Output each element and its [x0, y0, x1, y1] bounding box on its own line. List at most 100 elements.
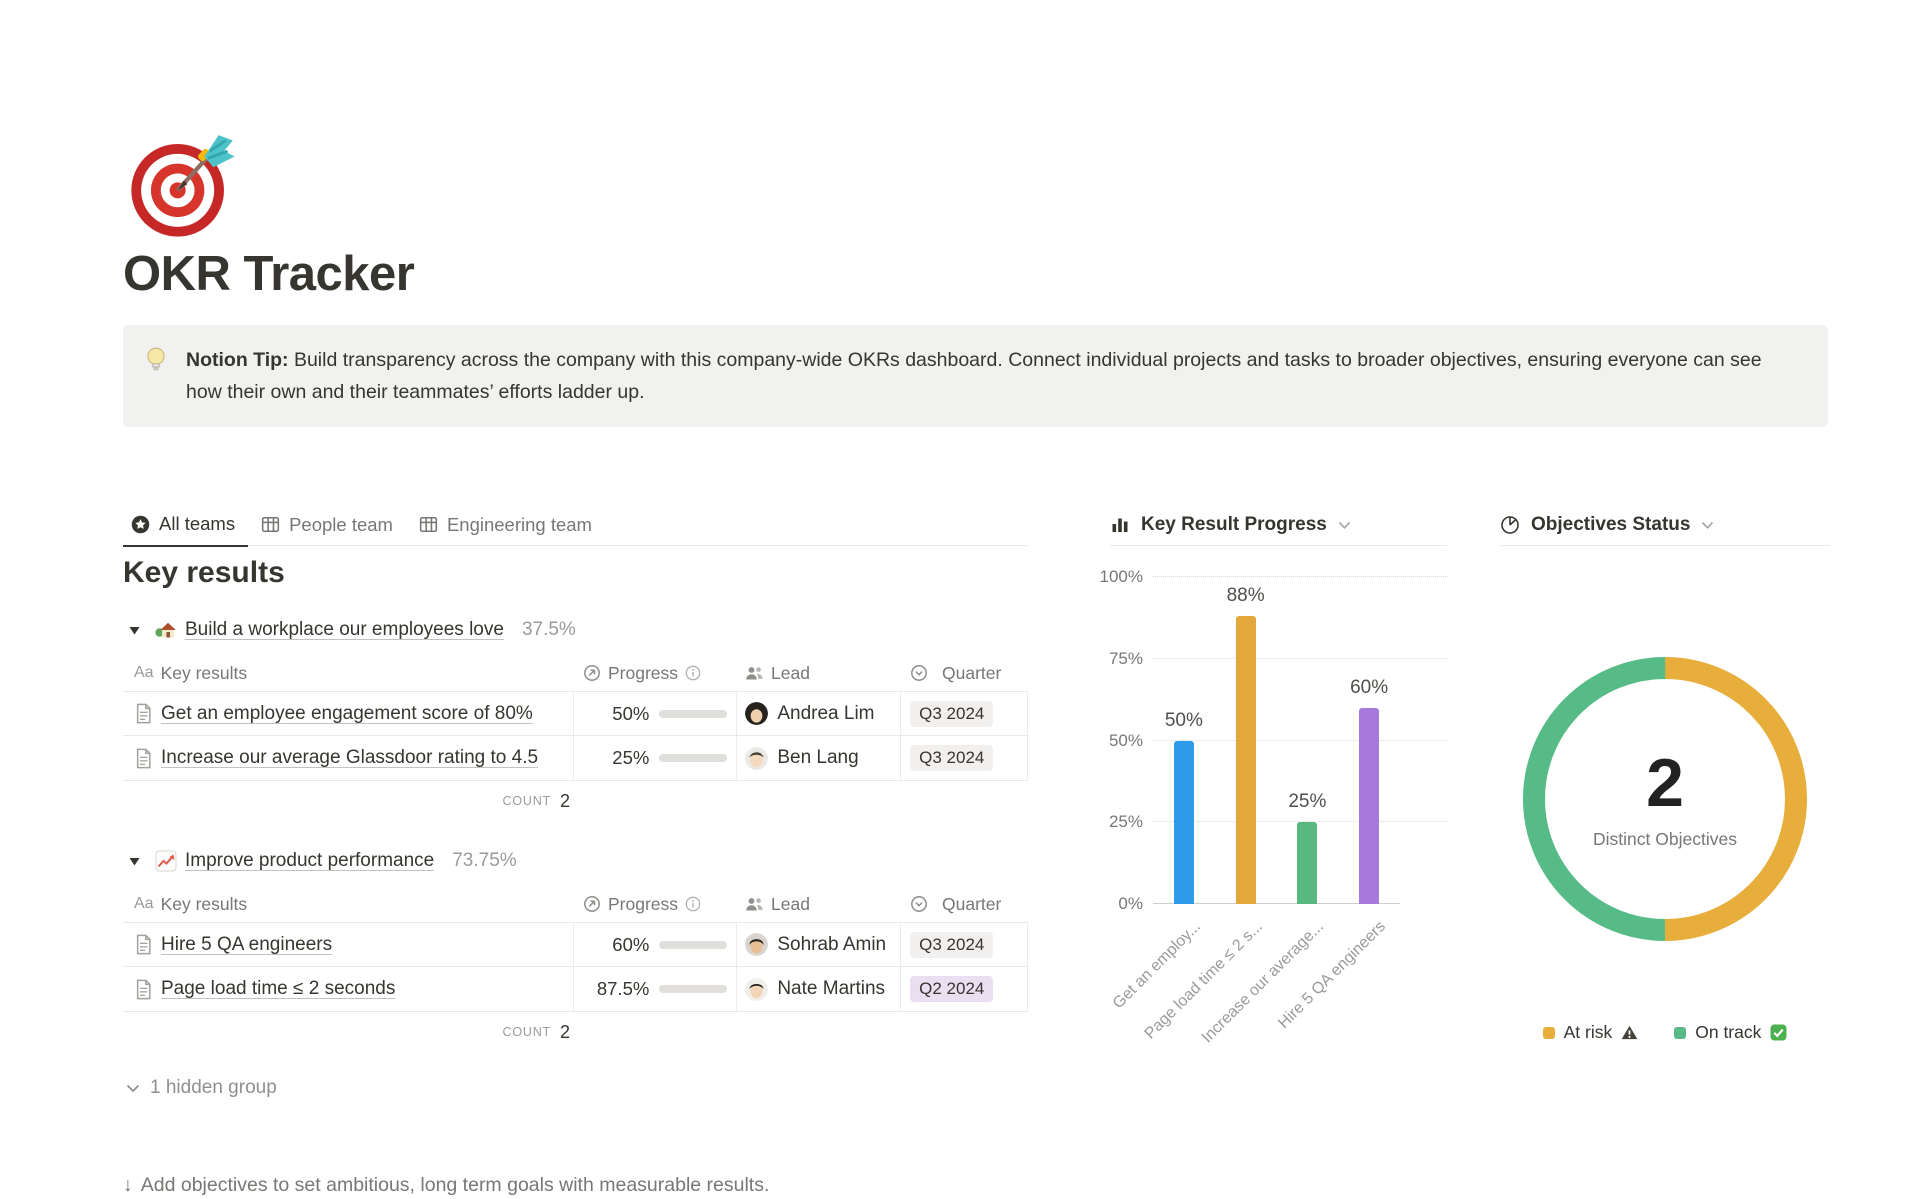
column-quarter[interactable]: Quarter	[942, 893, 1002, 914]
chart-increasing-emoji	[155, 850, 177, 872]
view-tabs: All teams People team Engineering team	[123, 504, 1028, 547]
progress-bar	[659, 709, 728, 718]
progress-bar	[659, 754, 728, 762]
document-icon	[136, 703, 151, 724]
progress-rollup-icon	[584, 665, 600, 681]
count-calculation[interactable]: Count 2	[502, 790, 570, 811]
gridline	[1153, 739, 1448, 741]
callout-bold: Notion Tip:	[186, 349, 289, 371]
document-icon	[136, 748, 151, 768]
quarter-badge: Q3 2024	[910, 931, 994, 958]
donut-chart	[1523, 657, 1807, 941]
quarter-badge: Q2 2024	[910, 976, 994, 1002]
add-objectives-hint: ↓ Add objectives to set ambitious, long …	[123, 1174, 770, 1196]
table-row: Page load time ≤ 2 seconds 87.5% Nate Ma…	[123, 967, 1028, 1012]
chevron-down-icon	[1702, 521, 1714, 529]
donut-slice-on-track[interactable]	[1523, 657, 1807, 941]
check-icon	[1770, 1024, 1787, 1041]
gridline	[1153, 821, 1448, 823]
toggle-triangle-icon[interactable]	[123, 619, 145, 641]
lead-people-icon	[746, 666, 763, 679]
bar-chart-icon	[1112, 518, 1128, 532]
tab-label: Engineering team	[446, 513, 592, 535]
gridline	[1153, 903, 1400, 904]
info-icon[interactable]	[685, 896, 701, 912]
bar-chart-plot: 50% Get an employ... 88% Page load time ≤ 2…	[1110, 577, 1400, 1046]
hidden-group-toggle[interactable]: 1 hidden group	[126, 1077, 277, 1099]
target-dart-emoji	[131, 135, 235, 237]
progress-bar	[659, 940, 728, 949]
legend-item-on-track[interactable]: On track	[1674, 1022, 1787, 1043]
key-result-link[interactable]: Increase our average Glassdoor rating to…	[161, 747, 539, 768]
chart-title: Key Result Progress	[1141, 514, 1327, 535]
group-percent: 73.75%	[452, 850, 517, 871]
bar-chart-grid	[1153, 576, 1448, 904]
column-lead[interactable]: Lead	[771, 893, 810, 914]
count-calculation[interactable]: Count 2	[502, 1021, 570, 1042]
column-progress[interactable]: Progress	[608, 662, 679, 683]
lead-name: Sohrab Amin	[777, 933, 887, 955]
quarter-badge: Q3 2024	[910, 745, 994, 771]
table-row: Get an employee engagement score of 80% …	[123, 691, 1028, 736]
lead-people-icon	[746, 897, 763, 910]
lead-name: Andrea Lim	[777, 702, 875, 724]
y-tick-label: 0%	[1118, 894, 1143, 913]
key-result-link[interactable]: Hire 5 QA engineers	[161, 933, 333, 955]
warning-icon	[1621, 1025, 1638, 1040]
quarter-select-icon	[911, 665, 927, 681]
bar-value-label: 60%	[1350, 676, 1389, 698]
column-title[interactable]: Key results	[160, 893, 248, 914]
toggle-triangle-icon[interactable]	[123, 850, 145, 872]
page-title: OKR Tracker	[123, 247, 415, 301]
tab-label: All teams	[159, 513, 236, 535]
chart-bar[interactable]	[1235, 616, 1256, 904]
star-circle-icon	[131, 515, 150, 534]
column-quarter[interactable]: Quarter	[942, 662, 1002, 683]
donut-chart-dropdown[interactable]: Objectives Status	[1500, 505, 1714, 545]
chart-bar[interactable]	[1297, 822, 1318, 904]
group-title-link[interactable]: Build a workplace our employees love	[155, 619, 504, 641]
column-lead[interactable]: Lead	[771, 662, 810, 683]
text-property-icon: Aa	[134, 895, 154, 912]
avatar	[745, 977, 769, 1001]
column-title[interactable]: Key results	[160, 662, 248, 683]
text-property-icon: Aa	[134, 664, 154, 681]
bar-chart-y-axis: 0% 25% 50% 75% 100%	[1068, 567, 1143, 913]
x-tick-label: Hire 5 QA engineers	[1275, 918, 1390, 1032]
bar-value-label: 25%	[1288, 791, 1327, 813]
table-view-icon	[419, 516, 438, 533]
gridline	[1153, 657, 1448, 659]
tab-people-team[interactable]: People team	[248, 504, 406, 545]
y-tick-label: 100%	[1099, 567, 1143, 586]
progress-bar	[659, 985, 728, 993]
chevron-down-icon	[126, 1084, 140, 1092]
info-icon[interactable]	[685, 665, 701, 681]
quarter-badge: Q3 2024	[910, 700, 994, 727]
bar-chart-dropdown[interactable]: Key Result Progress	[1110, 505, 1351, 545]
y-tick-label: 25%	[1108, 812, 1143, 832]
chart-bar[interactable]	[1173, 740, 1194, 904]
group-title-link[interactable]: Improve product performance	[155, 850, 434, 872]
board-heading: Key results	[123, 556, 285, 589]
legend-swatch	[1542, 1026, 1555, 1039]
chart-bar[interactable]	[1359, 707, 1380, 904]
table-row: Increase our average Glassdoor rating to…	[123, 736, 1028, 781]
chart-title: Objectives Status	[1531, 514, 1691, 535]
progress-value: 50%	[612, 702, 650, 724]
table-header: Aa Key results Progress Lead	[123, 655, 1028, 691]
gridline	[1153, 576, 1448, 577]
lead-name: Nate Martins	[777, 978, 886, 999]
tab-all-teams[interactable]: All teams	[123, 504, 249, 547]
lead-name: Ben Lang	[777, 747, 859, 768]
progress-rollup-icon	[584, 896, 600, 912]
bar-value-label: 88%	[1226, 585, 1265, 607]
column-progress[interactable]: Progress	[608, 893, 679, 914]
avatar	[745, 933, 769, 956]
tab-engineering-team[interactable]: Engineering team	[406, 504, 605, 545]
chevron-down-icon	[1338, 521, 1350, 529]
group-header-1: Build a workplace our employees love 37.…	[123, 615, 1028, 645]
key-result-link[interactable]: Page load time ≤ 2 seconds	[161, 978, 396, 999]
legend-item-at-risk[interactable]: At risk	[1542, 1022, 1639, 1043]
key-result-link[interactable]: Get an employee engagement score of 80%	[161, 702, 533, 724]
